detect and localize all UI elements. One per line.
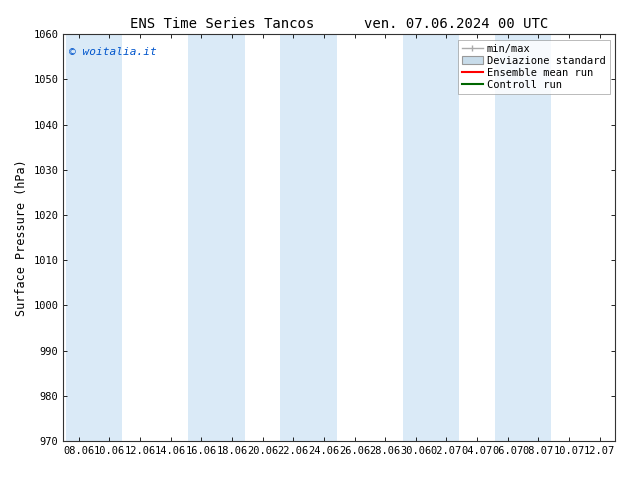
Text: ven. 07.06.2024 00 UTC: ven. 07.06.2024 00 UTC: [365, 17, 548, 31]
Y-axis label: Surface Pressure (hPa): Surface Pressure (hPa): [15, 159, 28, 316]
Text: © woitalia.it: © woitalia.it: [69, 47, 157, 56]
Bar: [495, 34, 552, 441]
Bar: [280, 34, 337, 441]
Bar: [66, 34, 122, 441]
Text: ENS Time Series Tancos: ENS Time Series Tancos: [130, 17, 314, 31]
Bar: [403, 34, 460, 441]
Legend: min/max, Deviazione standard, Ensemble mean run, Controll run: min/max, Deviazione standard, Ensemble m…: [458, 40, 610, 94]
Bar: [188, 34, 245, 441]
